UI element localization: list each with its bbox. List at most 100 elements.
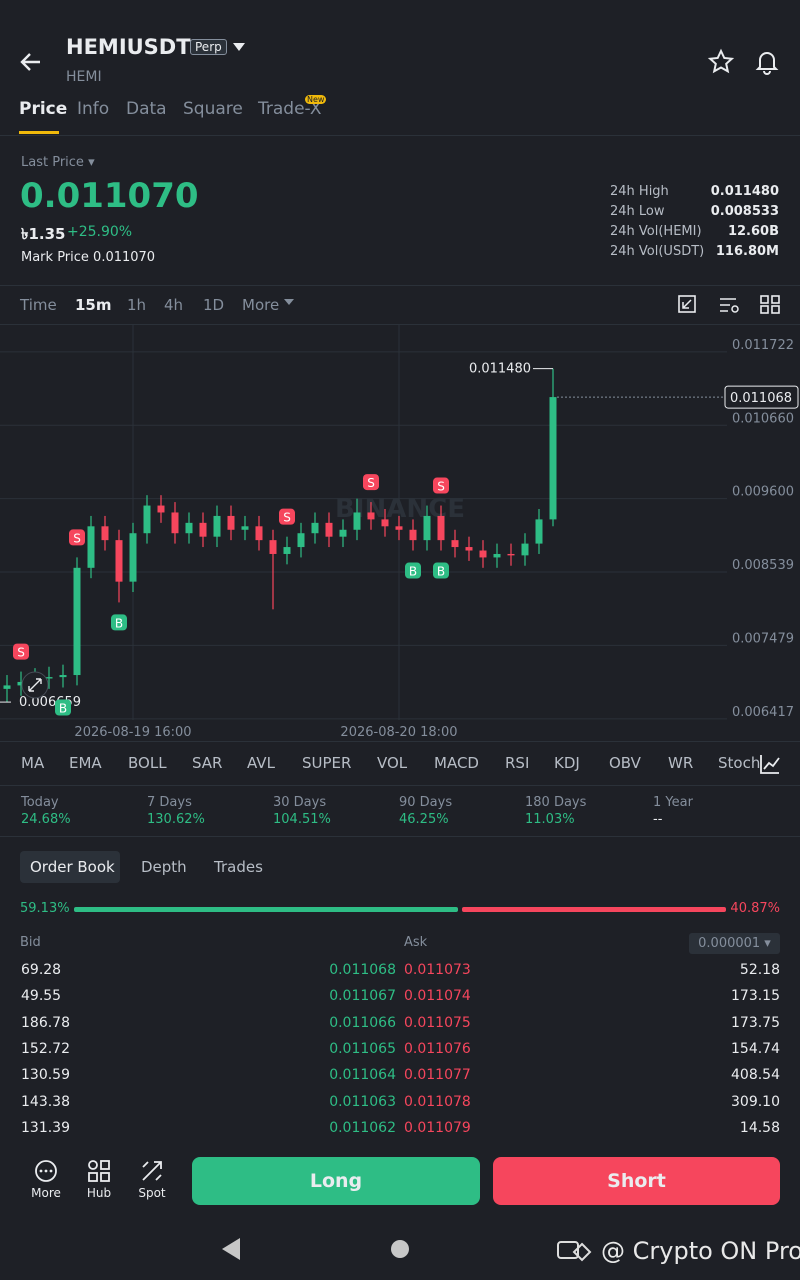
ask-price: 0.011076 bbox=[404, 1040, 471, 1057]
stat-value: 0.011480 bbox=[710, 184, 779, 199]
candle-body bbox=[325, 522, 333, 537]
symbol[interactable]: HEMIUSDT bbox=[66, 35, 191, 59]
indicator[interactable]: KDJ bbox=[554, 754, 580, 772]
current-price-box bbox=[724, 385, 799, 409]
tab[interactable]: Data bbox=[126, 99, 167, 119]
y-tick-label: 0.008539 bbox=[732, 558, 794, 573]
trade-marker bbox=[433, 562, 449, 579]
ask-price: 0.011073 bbox=[404, 962, 471, 978]
tab[interactable]: Price bbox=[19, 99, 68, 119]
chart-tools[interactable] bbox=[676, 293, 786, 317]
candle-body bbox=[101, 526, 109, 541]
indicator[interactable]: MACD bbox=[434, 754, 479, 772]
indicator[interactable]: OBV bbox=[609, 754, 641, 772]
interval[interactable]: More bbox=[242, 296, 280, 314]
interval: Time bbox=[20, 296, 57, 314]
trade-marker-label: S bbox=[17, 646, 25, 660]
nav-bar[interactable] bbox=[218, 1235, 418, 1263]
indicator[interactable]: EMA bbox=[69, 754, 102, 772]
interval[interactable]: 1h bbox=[127, 296, 147, 314]
trade-marker bbox=[433, 477, 449, 494]
indicator[interactable]: AVL bbox=[247, 754, 275, 772]
candle-body bbox=[367, 512, 375, 520]
x-tick-label: 2026-08-19 16:00 bbox=[74, 725, 191, 740]
candle-body bbox=[87, 526, 95, 568]
watermark: @ Crypto ON Pro bbox=[601, 1237, 800, 1265]
bid-price: 0.011062 bbox=[329, 1119, 396, 1136]
bid-size: 143.38 bbox=[21, 1093, 70, 1110]
indicator[interactable]: VOL bbox=[377, 754, 408, 772]
bottom-icon[interactable] bbox=[87, 1159, 111, 1183]
short-button[interactable]: Short bbox=[493, 1157, 780, 1205]
indicator-settings[interactable] bbox=[758, 752, 782, 776]
alert-button[interactable] bbox=[753, 48, 781, 76]
period-label: 90 Days bbox=[399, 795, 453, 810]
trade-marker bbox=[111, 614, 127, 631]
bid-ratio-bar bbox=[74, 907, 458, 912]
candle-body bbox=[381, 519, 389, 527]
indicator[interactable]: BOLL bbox=[128, 754, 167, 772]
bid-price: 0.011065 bbox=[329, 1040, 396, 1057]
bottom-label[interactable]: Spot bbox=[138, 1186, 166, 1200]
symbol-dropdown[interactable] bbox=[232, 42, 246, 52]
high-marker: 0.011480 bbox=[469, 362, 531, 377]
candle-body bbox=[549, 397, 557, 520]
indicator[interactable]: SUPER bbox=[302, 754, 352, 772]
candle-body bbox=[199, 522, 207, 537]
trade-marker-label: B bbox=[437, 565, 445, 579]
ask-size: 173.75 bbox=[731, 1014, 780, 1031]
book-tab[interactable]: Trades bbox=[214, 858, 263, 876]
period-label: 180 Days bbox=[525, 795, 587, 810]
candle-body bbox=[227, 515, 235, 530]
book-tab[interactable]: Order Book bbox=[30, 858, 115, 876]
tab[interactable]: Square bbox=[183, 99, 243, 119]
divider bbox=[0, 135, 800, 136]
back-button[interactable] bbox=[18, 48, 46, 76]
candle-body bbox=[437, 515, 445, 541]
book-tab[interactable]: Depth bbox=[141, 858, 187, 876]
candle-body bbox=[73, 567, 81, 676]
candle-body bbox=[395, 526, 403, 530]
mark-price-value: 0.011070 bbox=[93, 250, 156, 265]
interval-caret bbox=[284, 299, 294, 310]
ask-price: 0.011078 bbox=[404, 1093, 471, 1110]
indicator[interactable]: SAR bbox=[192, 754, 223, 772]
precision: 0.000001 bbox=[698, 936, 761, 951]
bottom-label[interactable]: More bbox=[31, 1186, 61, 1200]
tab[interactable]: Trade-X bbox=[258, 99, 322, 119]
long-button[interactable]: Long bbox=[192, 1157, 480, 1205]
bottom-icon[interactable] bbox=[34, 1159, 58, 1183]
trade-marker-label: S bbox=[437, 480, 445, 494]
trade-marker bbox=[69, 529, 85, 546]
period-value: 130.62% bbox=[147, 812, 205, 827]
indicator[interactable]: WR bbox=[668, 754, 694, 772]
precision-select[interactable]: 0.000001 ▾ bbox=[689, 933, 780, 954]
indicator[interactable]: Stoch bbox=[718, 754, 761, 772]
bottom-icon[interactable] bbox=[140, 1159, 164, 1183]
candle-body bbox=[157, 505, 165, 513]
candle-body bbox=[465, 547, 473, 551]
indicator[interactable]: RSI bbox=[505, 754, 530, 772]
price-label[interactable]: Last Price ▾ bbox=[21, 155, 95, 170]
candle-body bbox=[143, 505, 151, 534]
favorite-button[interactable] bbox=[707, 48, 735, 76]
bid-size: 152.72 bbox=[21, 1040, 70, 1057]
tab[interactable]: Info bbox=[77, 99, 110, 119]
interval[interactable]: 15m bbox=[75, 296, 112, 314]
stat-label: 24h High bbox=[610, 184, 669, 199]
interval[interactable]: 1D bbox=[203, 296, 225, 314]
divider bbox=[0, 741, 800, 742]
price-chart[interactable]: BINANCE0.0117220.0106600.0096000.0085390… bbox=[0, 325, 800, 741]
bottom-label[interactable]: Hub bbox=[86, 1186, 112, 1200]
candle-body bbox=[451, 540, 459, 548]
indicator[interactable]: MA bbox=[21, 754, 45, 772]
ask-ratio: 40.87% bbox=[730, 901, 780, 916]
y-tick-label: 0.006417 bbox=[732, 705, 794, 720]
trade-marker-label: S bbox=[73, 531, 81, 545]
interval[interactable]: 4h bbox=[164, 296, 184, 314]
period-label: 30 Days bbox=[273, 795, 327, 810]
ask-price: 0.011074 bbox=[404, 988, 471, 1005]
period-value: 24.68% bbox=[21, 812, 71, 827]
ask-size: 173.15 bbox=[731, 988, 780, 1005]
price-label-text: Last Price bbox=[21, 155, 84, 170]
